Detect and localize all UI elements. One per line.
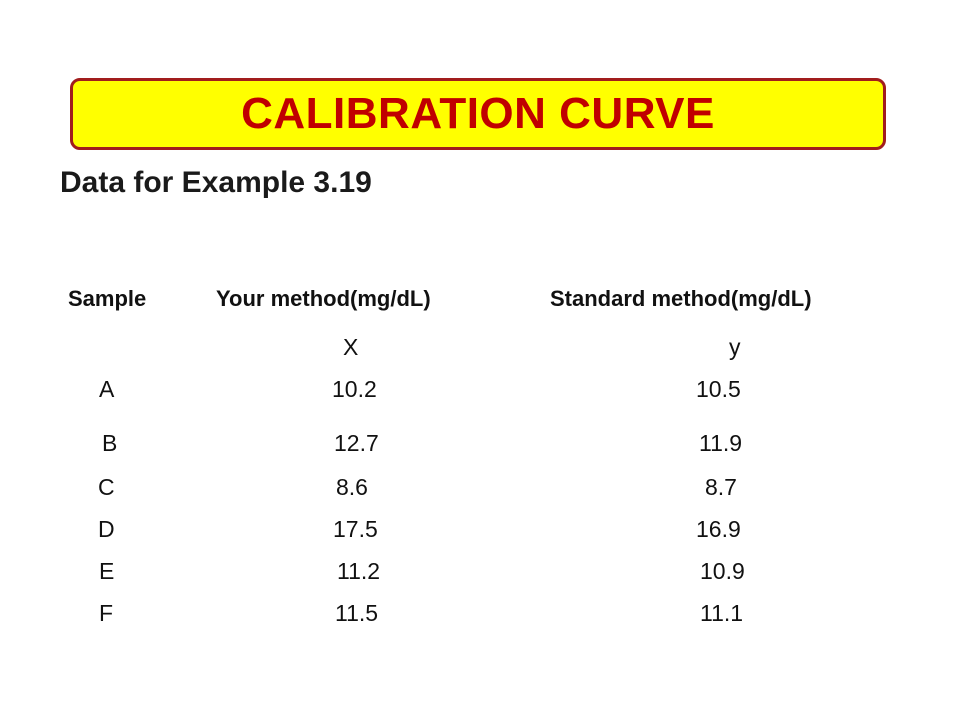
row-y-cell: 8.7 <box>705 474 737 500</box>
row-x-cell: 11.5 <box>335 600 379 626</box>
row-sample-cell: F <box>99 600 114 626</box>
row-x-cell: 10.2 <box>332 376 377 402</box>
row-y-cell: 11.1 <box>700 600 744 626</box>
header-standard-method: Standard method(mg/dL) <box>550 286 812 311</box>
row-x-cell: 17.5 <box>333 516 378 542</box>
row-sample-cell: C <box>98 474 115 500</box>
variable-x-label: X <box>343 334 359 360</box>
header-your-method: Your method(mg/dL) <box>216 286 431 311</box>
row-y-cell: 10.9 <box>700 558 745 584</box>
row-sample-cell: A <box>99 376 115 402</box>
row-x-cell: 8.6 <box>336 474 368 500</box>
variable-y-label: y <box>729 334 741 360</box>
row-y-cell: 16.9 <box>696 516 741 542</box>
row-sample-cell: E <box>99 558 115 584</box>
header-sample: Sample <box>68 286 147 311</box>
slide-subtitle: Data for Example 3.19 <box>60 166 372 199</box>
row-sample-cell: D <box>98 516 115 542</box>
row-x-cell: 12.7 <box>334 430 379 456</box>
row-x-cell: 11.2 <box>337 558 381 584</box>
slide-title: CALIBRATION CURVE <box>241 89 715 138</box>
row-y-cell: 11.9 <box>699 430 743 456</box>
title-banner: CALIBRATION CURVE <box>70 78 886 150</box>
row-sample-cell: B <box>102 430 118 456</box>
row-y-cell: 10.5 <box>696 376 741 402</box>
